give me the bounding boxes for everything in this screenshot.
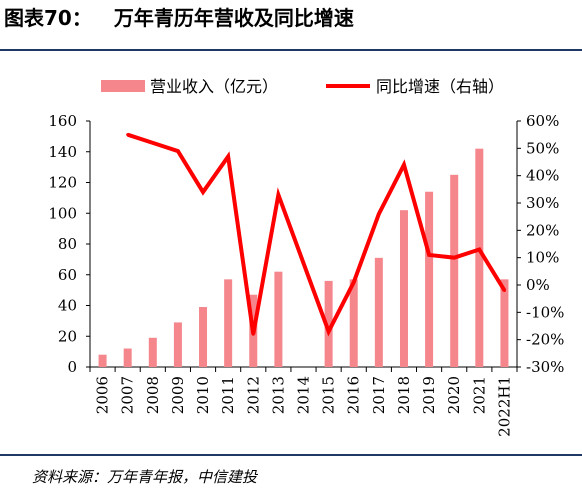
y-left-tick-label: 120 — [48, 174, 77, 192]
revenue-bar — [475, 148, 484, 367]
x-tick-label: 2019 — [420, 376, 438, 414]
legend: 营业收入（亿元） 同比增速（右轴） — [101, 77, 504, 96]
figure-title: 图表70： 万年青历年营收及同比增速 — [4, 2, 354, 31]
growth-point — [452, 256, 456, 260]
growth-point — [477, 247, 481, 251]
figure-number: 图表70： — [4, 6, 92, 30]
revenue-bar — [173, 322, 182, 367]
revenue-bar — [98, 354, 107, 367]
y-right-tick-label: 20% — [526, 221, 559, 239]
x-tick-label: 2018 — [395, 376, 413, 414]
revenue-bar — [324, 280, 333, 367]
revenue-bar — [224, 279, 233, 367]
x-tick-label: 2010 — [194, 376, 212, 414]
x-tick-label: 2009 — [169, 376, 187, 414]
x-tick-label: 2014 — [295, 376, 313, 414]
y-left-tick-label: 0 — [67, 358, 77, 376]
revenue-bar — [450, 174, 459, 367]
growth-point — [276, 193, 280, 197]
revenue-bar — [399, 210, 408, 367]
revenue-bar — [199, 307, 208, 367]
growth-point — [377, 212, 381, 216]
y-left-tick-label: 60 — [58, 266, 77, 284]
y-right-tick-label: -10% — [526, 303, 564, 321]
revenue-bar — [425, 191, 434, 367]
x-tick-label: 2016 — [345, 376, 363, 414]
growth-point — [402, 163, 406, 167]
revenue-bar — [148, 337, 157, 367]
growth-point — [176, 149, 180, 153]
revenue-bar — [349, 279, 358, 367]
bottom-rule — [0, 454, 582, 456]
x-tick-label: 2022H1 — [495, 376, 513, 437]
growth-point — [126, 133, 130, 137]
growth-point — [226, 155, 230, 159]
revenue-bar — [500, 279, 509, 367]
x-tick-label: 2021 — [470, 376, 488, 414]
chart: 营业收入（亿元） 同比增速（右轴） 0 20 40 60 80 100 120 140 160 -… — [48, 77, 564, 437]
top-rule — [0, 49, 582, 51]
figure-title-text: 万年青历年营收及同比增速 — [113, 6, 354, 30]
growth-point — [352, 280, 356, 284]
y-right-tick-label: 30% — [526, 194, 559, 212]
y-right-tick-label: 60% — [526, 112, 559, 130]
x-tick-label: 2020 — [445, 376, 463, 414]
revenue-bar — [123, 348, 132, 367]
x-tick-label: 2011 — [219, 376, 237, 414]
growth-point — [502, 288, 506, 292]
y-right-tick-label: 0% — [526, 276, 550, 294]
x-tick-label: 2012 — [244, 376, 262, 414]
growth-point — [327, 329, 331, 333]
legend-label-revenue: 营业收入（亿元） — [150, 77, 278, 96]
growth-line — [127, 132, 507, 337]
revenue-bar — [374, 257, 383, 367]
y-left-tick-label: 140 — [48, 143, 77, 161]
y-left-tick-label: 40 — [58, 297, 77, 315]
source-note: 资料来源：万年青年报，中信建投 — [32, 468, 258, 486]
growth-point — [427, 253, 431, 257]
growth-point — [302, 261, 305, 265]
y-left-tick-label: 20 — [58, 327, 77, 345]
revenue-bar — [274, 271, 283, 367]
x-tick-label: 2015 — [320, 376, 338, 414]
x-tick-label: 2006 — [94, 376, 112, 414]
plot-area: 0 20 40 60 80 100 120 140 160 -30% -20% -10% 0% 10% 20… — [48, 112, 564, 437]
y-left-tick-label: 160 — [48, 112, 77, 130]
y-right-tick-label: -20% — [526, 331, 564, 349]
x-tick-label: 2007 — [119, 376, 137, 414]
y-left-tick-label: 100 — [48, 204, 77, 222]
y-left-tick-label: 80 — [58, 235, 77, 253]
legend-swatch-revenue — [101, 80, 145, 92]
y-right-tick-label: -30% — [526, 358, 564, 376]
x-tick-label: 2013 — [269, 376, 287, 414]
growth-point — [151, 141, 155, 145]
x-tick-label: 2008 — [144, 376, 162, 414]
growth-point — [201, 190, 205, 194]
y-right-tick-label: 10% — [526, 249, 559, 267]
growth-point — [251, 332, 255, 336]
x-tick-label: 2017 — [370, 376, 388, 414]
y-right-tick-label: 50% — [526, 139, 559, 157]
y-right-tick-label: 40% — [526, 167, 559, 185]
legend-label-growth: 同比增速（右轴） — [376, 77, 504, 96]
